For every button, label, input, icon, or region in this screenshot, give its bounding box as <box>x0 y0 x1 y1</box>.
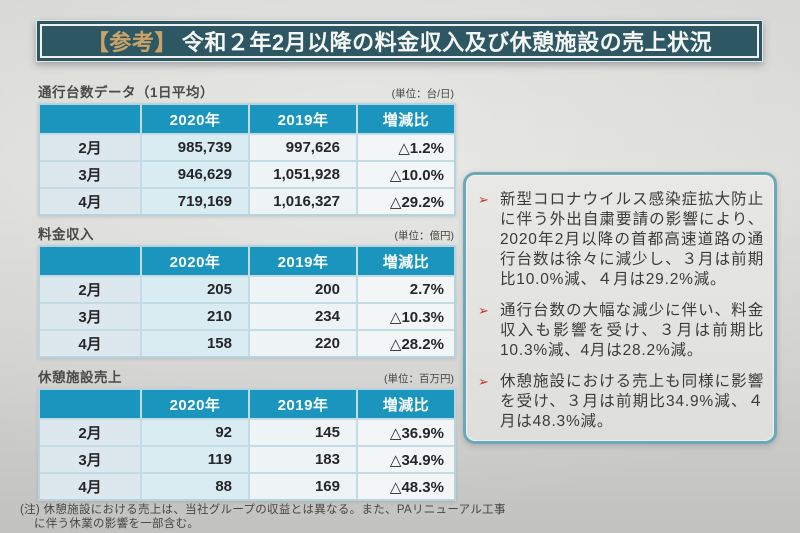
slide-title-prefix: 【参考】 <box>86 30 177 55</box>
cell-month: 2月 <box>40 277 140 302</box>
cell-change-ratio: △10.3% <box>358 304 454 329</box>
cell-2020-value: 210 <box>142 304 248 329</box>
cell-2020-value: 205 <box>142 277 248 302</box>
col-header-empty <box>40 247 140 275</box>
table-title: 通行台数データ（1日平均） <box>38 85 215 100</box>
cell-2019-value: 183 <box>250 447 356 472</box>
cell-change-ratio: △28.2% <box>358 331 454 356</box>
cell-change-ratio: △36.9% <box>358 420 454 445</box>
cell-2020-value: 946,629 <box>142 162 248 187</box>
col-header-2020: 2020年 <box>142 247 248 275</box>
cell-2020-value: 92 <box>142 420 248 445</box>
col-header-2020: 2020年 <box>142 105 248 133</box>
cell-month: 4月 <box>40 474 140 499</box>
table-section-toll-revenue: 料金収入 (単位：億円) 2020年 2019年 増減比 2月 205 200 … <box>38 227 456 358</box>
col-header-2019: 2019年 <box>250 390 356 418</box>
cell-month: 2月 <box>40 135 140 160</box>
cell-2019-value: 220 <box>250 331 356 356</box>
col-header-empty <box>40 105 140 133</box>
table-unit-label: (単位：百万円) <box>384 373 454 385</box>
cell-month: 4月 <box>40 331 140 356</box>
table-caption-row: 料金収入 (単位：億円) <box>38 227 456 243</box>
cell-change-ratio: △29.2% <box>358 189 454 214</box>
cell-month: 3月 <box>40 162 140 187</box>
table-unit-label: (単位：台/日) <box>391 88 454 100</box>
table-caption-row: 通行台数データ（1日平均） (単位：台/日) <box>38 85 456 101</box>
table-section-traffic-volume: 通行台数データ（1日平均） (単位：台/日) 2020年 2019年 増減比 2… <box>38 85 456 216</box>
col-header-2020: 2020年 <box>142 390 248 418</box>
cell-change-ratio: △48.3% <box>358 474 454 499</box>
footnote-line: に伴う休業の影響を一部含む。 <box>34 517 200 530</box>
cell-change-ratio: 2.7% <box>358 277 454 302</box>
col-header-change-ratio: 増減比 <box>358 247 454 275</box>
table-caption-row: 休憩施設売上 (単位：百万円) <box>38 370 456 386</box>
cell-2020-value: 719,169 <box>142 189 248 214</box>
footnote-line: (注) 休憩施設における売上は、当社グループの収益とは異なる。また、PAリニュー… <box>20 504 506 516</box>
col-header-2019: 2019年 <box>250 105 356 133</box>
cell-2019-value: 169 <box>250 474 356 499</box>
cell-2020-value: 158 <box>142 331 248 356</box>
cell-2020-value: 88 <box>142 474 248 499</box>
note-text: 休憩施設における売上も同様に影響を受け、３月は前期比34.9%減、４月は48.3… <box>500 373 764 430</box>
cell-2020-value: 119 <box>142 447 248 472</box>
cell-2019-value: 997,626 <box>250 135 356 160</box>
cell-2019-value: 1,016,327 <box>250 189 356 214</box>
toll-revenue-table: 2020年 2019年 増減比 2月 205 200 2.7% 3月 210 2… <box>38 245 456 358</box>
cell-2019-value: 200 <box>250 277 356 302</box>
notes-box: ➢ 新型コロナウイルス感染症拡大防止に伴う外出自粛要請の影響により、2020年2… <box>463 172 777 444</box>
table-title: 休憩施設売上 <box>38 370 122 385</box>
rest-facility-sales-table: 2020年 2019年 増減比 2月 92 145 △36.9% 3月 119 … <box>38 388 456 501</box>
cell-2019-value: 145 <box>250 420 356 445</box>
cell-month: 4月 <box>40 189 140 214</box>
traffic-volume-table: 2020年 2019年 増減比 2月 985,739 997,626 △1.2%… <box>38 103 456 216</box>
cell-change-ratio: △34.9% <box>358 447 454 472</box>
arrow-bullet-icon: ➢ <box>478 192 489 207</box>
note-bullet: ➢ 通行台数の大幅な減少に伴い、料金収入も影響を受け、３月は前期比10.3%減、… <box>476 301 764 361</box>
slide-title-bar: 【参考】 令和２年2月以降の料金収入及び休憩施設の売上状況 <box>36 20 763 62</box>
table-title: 料金収入 <box>38 227 94 242</box>
cell-2019-value: 1,051,928 <box>250 162 356 187</box>
cell-month: 3月 <box>40 304 140 329</box>
cell-2019-value: 234 <box>250 304 356 329</box>
arrow-bullet-icon: ➢ <box>478 374 489 389</box>
note-bullet: ➢ 新型コロナウイルス感染症拡大防止に伴う外出自粛要請の影響により、2020年2… <box>476 190 764 290</box>
note-bullet: ➢ 休憩施設における売上も同様に影響を受け、３月は前期比34.9%減、４月は48… <box>476 372 764 432</box>
footnote: (注) 休憩施設における売上は、当社グループの収益とは異なる。また、PAリニュー… <box>20 504 506 531</box>
table-section-rest-facility-sales: 休憩施設売上 (単位：百万円) 2020年 2019年 増減比 2月 92 14… <box>38 370 456 501</box>
cell-month: 2月 <box>40 420 140 445</box>
slide-title-text: 令和２年2月以降の料金収入及び休憩施設の売上状況 <box>181 30 713 55</box>
table-unit-label: (単位：億円) <box>394 230 455 242</box>
cell-change-ratio: △1.2% <box>358 135 454 160</box>
col-header-change-ratio: 増減比 <box>358 105 454 133</box>
cell-change-ratio: △10.0% <box>358 162 454 187</box>
note-text: 新型コロナウイルス感染症拡大防止に伴う外出自粛要請の影響により、2020年2月以… <box>500 191 764 288</box>
arrow-bullet-icon: ➢ <box>478 303 489 318</box>
col-header-2019: 2019年 <box>250 247 356 275</box>
note-text: 通行台数の大幅な減少に伴い、料金収入も影響を受け、３月は前期比10.3%減、4月… <box>500 302 764 359</box>
col-header-empty <box>40 390 140 418</box>
cell-2020-value: 985,739 <box>142 135 248 160</box>
col-header-change-ratio: 増減比 <box>358 390 454 418</box>
cell-month: 3月 <box>40 447 140 472</box>
